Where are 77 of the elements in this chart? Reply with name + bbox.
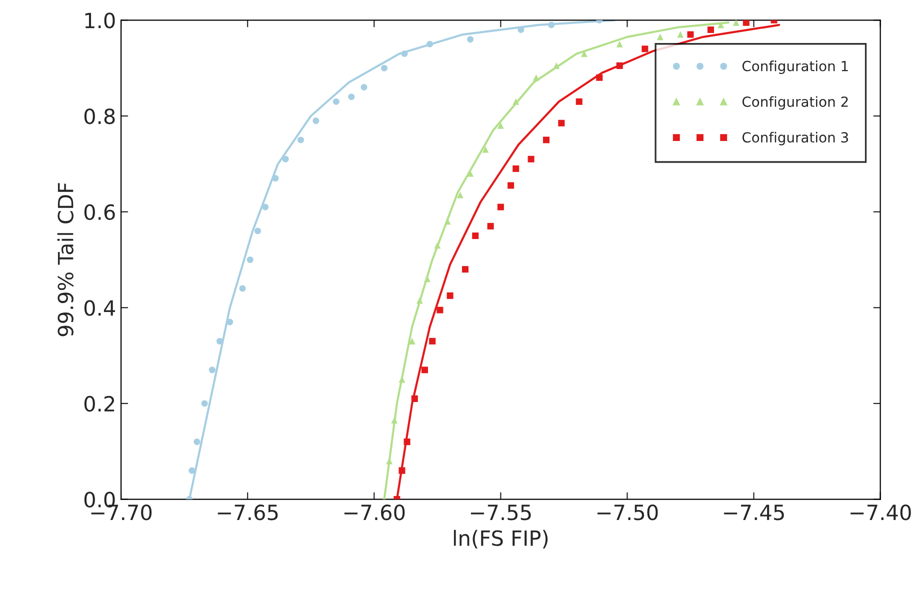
point <box>707 26 714 33</box>
point <box>462 266 469 273</box>
x-tick-label: −7.50 <box>598 504 658 520</box>
point <box>558 120 565 126</box>
point <box>408 338 416 344</box>
point <box>482 146 489 153</box>
line-series <box>383 22 730 500</box>
point <box>512 165 520 172</box>
point <box>421 366 428 374</box>
point <box>348 94 355 100</box>
point <box>246 256 254 263</box>
point <box>472 232 479 240</box>
point <box>188 467 196 474</box>
point <box>508 182 514 189</box>
point <box>616 40 623 48</box>
point <box>332 98 340 105</box>
point <box>208 366 216 374</box>
point <box>297 136 304 144</box>
point <box>497 122 504 129</box>
point <box>194 438 200 446</box>
point <box>426 40 434 48</box>
y-tick-label: 0.4 <box>84 300 116 316</box>
y-tick-label: 0.8 <box>84 108 115 124</box>
point <box>272 175 279 182</box>
point <box>398 467 406 474</box>
point <box>216 338 224 344</box>
x-tick-label: −7.45 <box>724 504 784 520</box>
legend-label: Configuration 3 <box>742 132 848 146</box>
legend-label: Configuration 2 <box>742 96 848 110</box>
point <box>687 31 694 38</box>
point <box>436 306 444 314</box>
point <box>282 156 289 162</box>
x-tick-label: −7.55 <box>470 504 531 520</box>
x-tick-label: −7.65 <box>218 504 278 520</box>
point <box>226 318 234 326</box>
point <box>239 285 246 292</box>
y-tick-label: 0.2 <box>84 396 114 412</box>
point <box>548 22 555 28</box>
point <box>401 50 408 57</box>
point <box>404 438 410 446</box>
point <box>381 64 388 72</box>
x-tick-label: −7.60 <box>344 504 405 520</box>
point <box>576 98 582 105</box>
point <box>312 118 320 124</box>
point <box>429 338 436 344</box>
point <box>360 84 368 90</box>
point <box>467 36 474 43</box>
point <box>262 204 269 210</box>
point <box>456 192 464 198</box>
point <box>596 74 603 81</box>
point <box>732 20 740 26</box>
y-tick-label: 0.6 <box>84 204 115 220</box>
point <box>742 20 750 26</box>
point <box>434 242 441 249</box>
point <box>487 222 494 230</box>
point <box>642 46 648 52</box>
y-tick-label: 1.0 <box>85 12 115 28</box>
point <box>616 62 623 69</box>
point <box>416 297 423 304</box>
point <box>542 136 550 144</box>
point <box>553 62 560 69</box>
point <box>391 416 398 424</box>
point <box>677 31 684 38</box>
y-axis-title: 99.9% Tail CDF <box>57 183 74 336</box>
point <box>446 292 454 299</box>
point <box>201 400 208 407</box>
point <box>656 34 664 40</box>
legend-label: Configuration 1 <box>742 60 848 74</box>
point <box>254 228 261 234</box>
point <box>497 204 504 210</box>
x-tick-label: −7.40 <box>850 504 911 520</box>
point <box>532 74 540 81</box>
point <box>528 156 534 162</box>
point <box>512 98 520 105</box>
x-axis-title: ln(FS FIP) <box>454 530 548 548</box>
point <box>411 395 418 402</box>
point <box>718 22 724 28</box>
